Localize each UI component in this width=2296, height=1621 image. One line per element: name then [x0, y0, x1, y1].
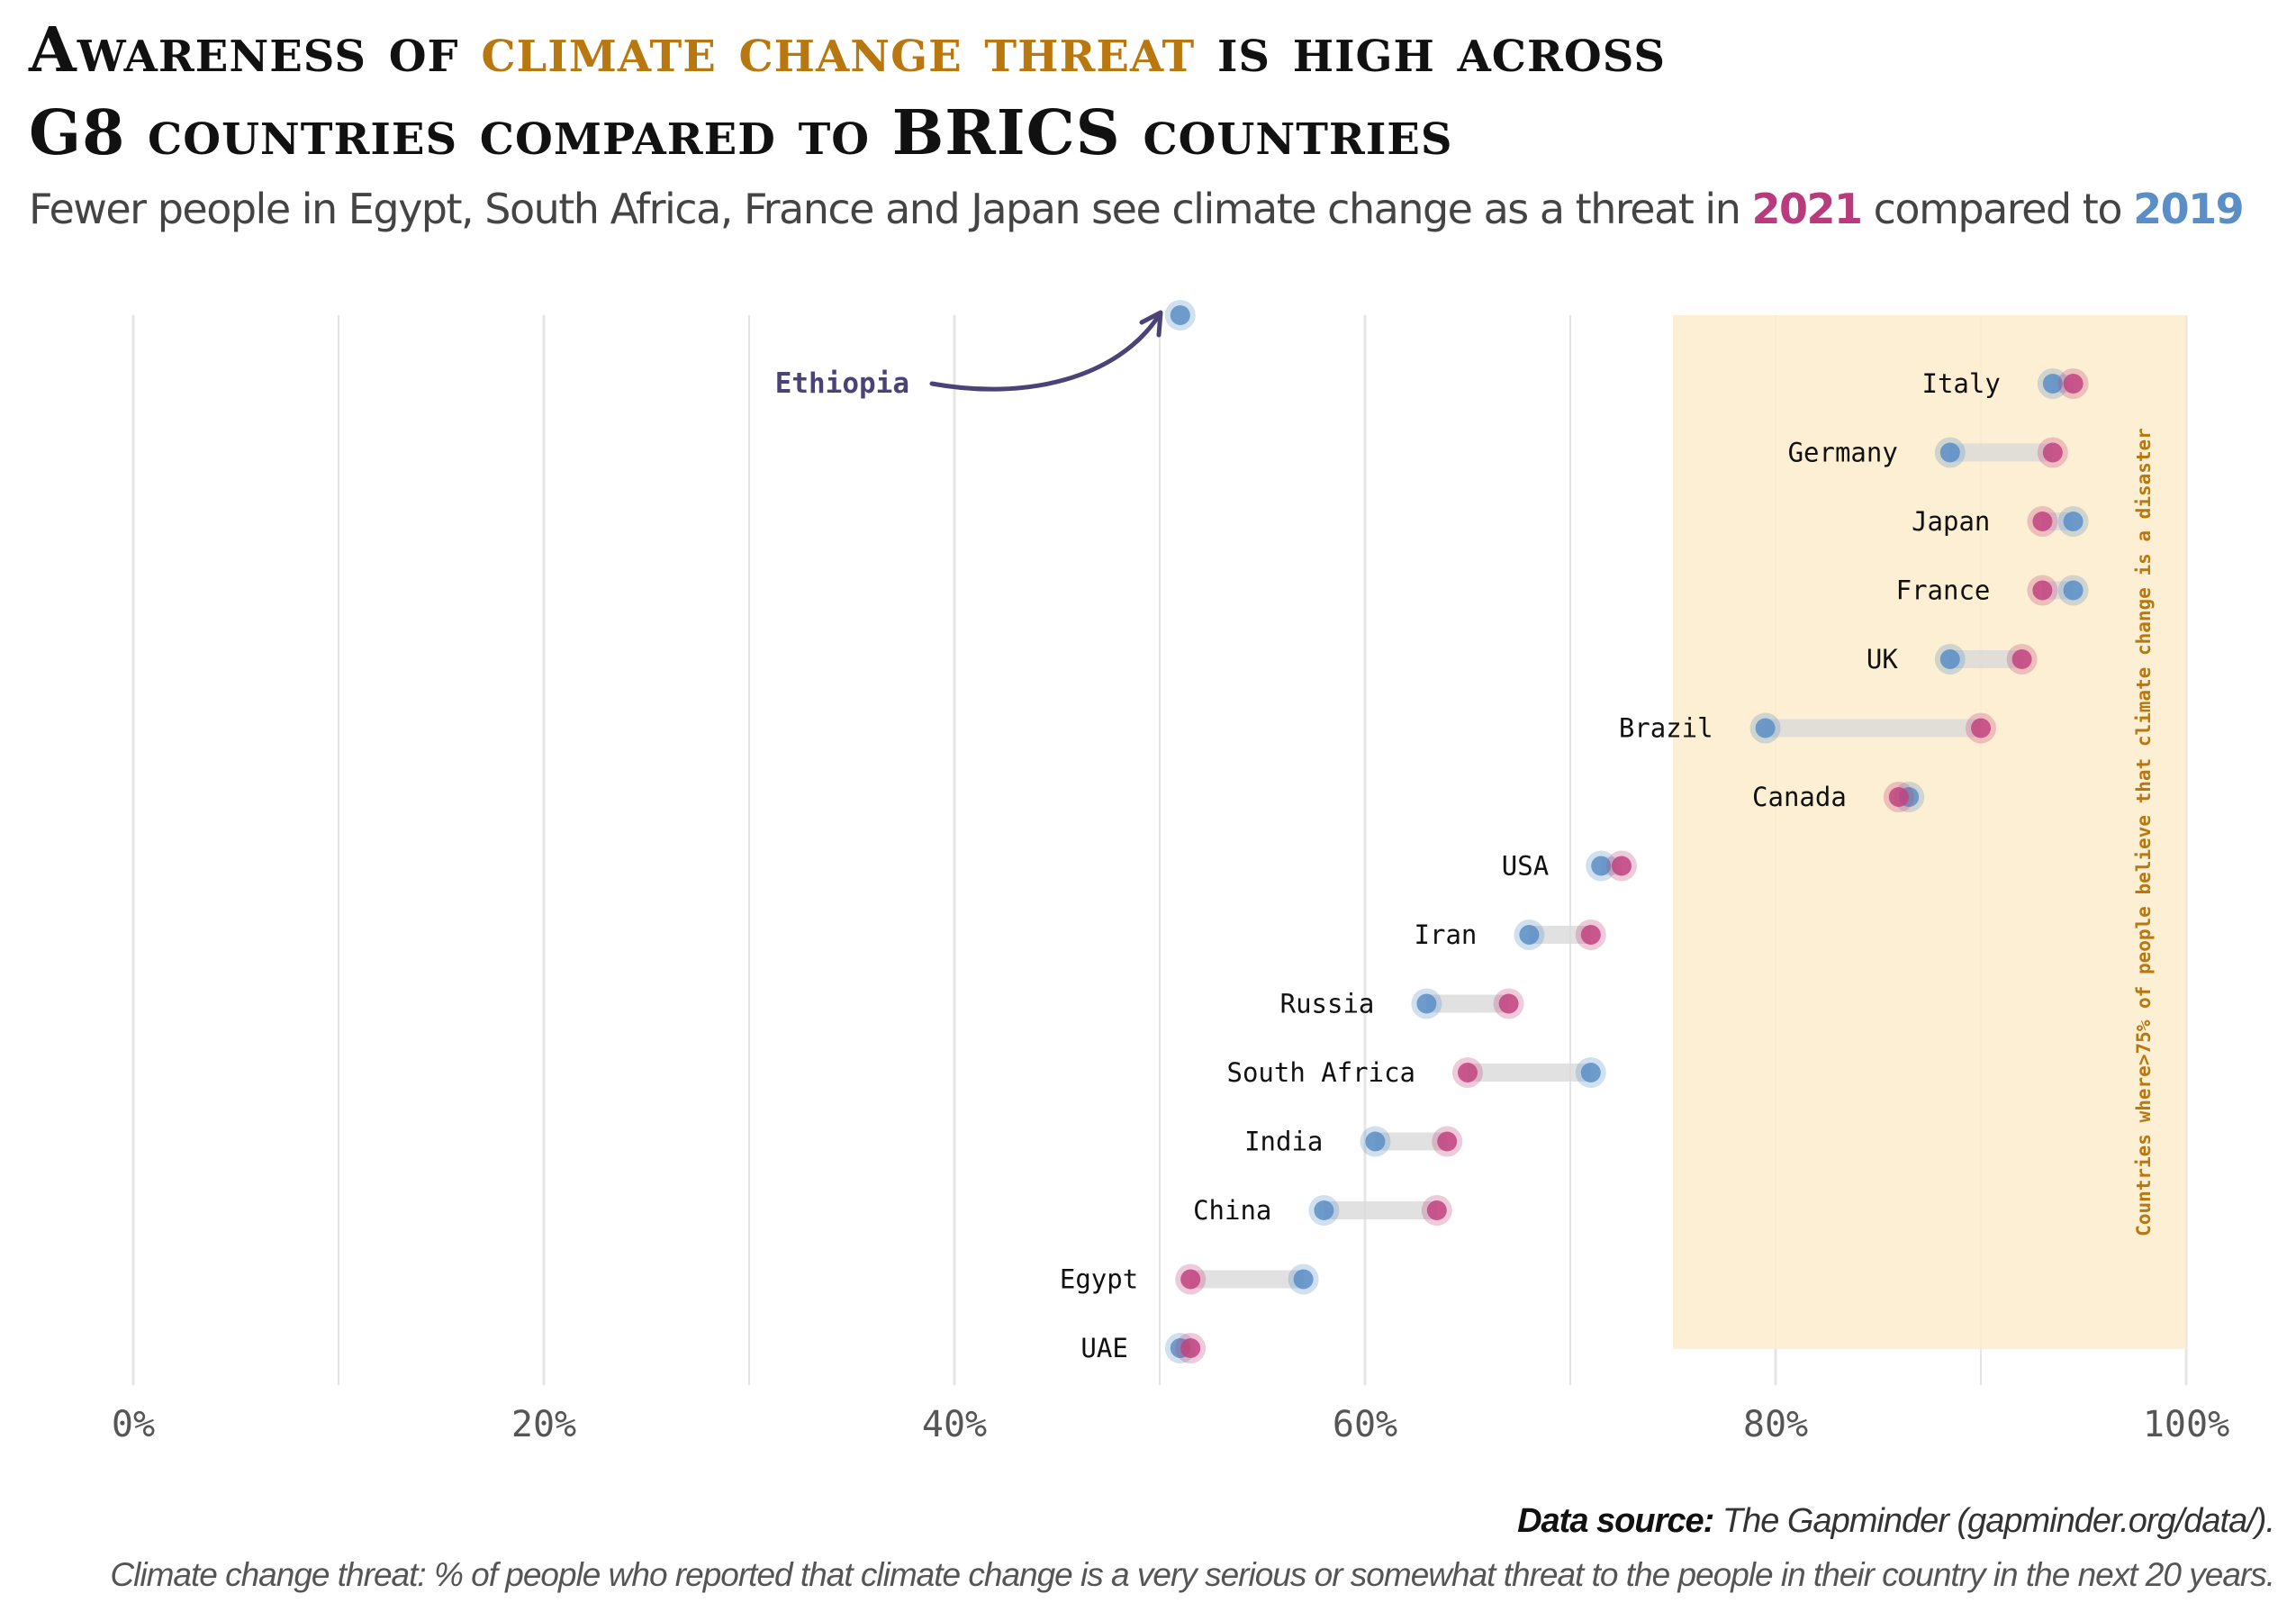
dot-2019-ethiopia	[1170, 305, 1190, 325]
dot-2021	[1180, 1338, 1201, 1358]
dot-2021	[1612, 856, 1632, 876]
x-tick-label: 100%	[2143, 1404, 2229, 1445]
definition-caption: Climate change threat: % of people who r…	[110, 1556, 2275, 1593]
text-layer: Countries where>75% of people believe th…	[112, 367, 2229, 1445]
country-label: USA	[1502, 851, 1549, 882]
subtitle-prefix: Fewer people in Egypt, South Africa, Fra…	[29, 185, 1741, 233]
dot-2019	[2063, 512, 2084, 531]
dot-2021	[2011, 649, 2032, 669]
title-line2: G8 countries compared to BRICS countries	[29, 97, 1453, 169]
dot-2021	[2032, 580, 2053, 601]
ethiopia-arrow	[929, 314, 1161, 392]
dot-2019	[1314, 1200, 1334, 1220]
x-tick-label: 40%	[922, 1404, 987, 1445]
country-label: Iran	[1415, 919, 1478, 950]
dot-2021	[1971, 718, 1991, 738]
ethiopia-label: Ethiopia	[775, 367, 909, 400]
dot-2019	[1293, 1269, 1314, 1290]
dot-2021	[2063, 374, 2084, 394]
chart-title: Awareness of climate change threat is hi…	[29, 9, 2262, 175]
dot-2021	[1888, 787, 1909, 807]
dot-2021	[1426, 1200, 1447, 1220]
country-label: France	[1896, 575, 1991, 606]
dot-2019	[1519, 925, 1540, 945]
x-tick-label: 60%	[1333, 1404, 1397, 1445]
dot-2019	[2042, 374, 2063, 394]
dot-2019	[1939, 649, 1960, 669]
dot-2021	[1458, 1063, 1478, 1082]
dot-2019	[1365, 1131, 1386, 1152]
data-source-caption: Data source: The Gapminder (gapminder.or…	[1517, 1502, 2275, 1541]
title-line1-suffix: is high across	[1216, 14, 1666, 86]
dot-2021	[1437, 1131, 1458, 1152]
country-label: Japan	[1912, 506, 1990, 537]
subtitle-year-2021: 2021	[1751, 185, 1863, 233]
source-label: Data source:	[1517, 1502, 1714, 1540]
country-label: Italy	[1921, 368, 2000, 399]
dot-2021	[1498, 993, 1519, 1014]
title-highlight: climate change threat	[481, 14, 1196, 86]
dot-2019	[1939, 442, 1960, 463]
ethiopia-arrowhead	[1139, 310, 1163, 338]
dumbbell-chart: Countries where>75% of people believe th…	[112, 300, 2229, 1445]
x-tick-label: 0%	[112, 1404, 155, 1445]
highlight-band	[1673, 315, 2186, 1349]
chart-subtitle: Fewer people in Egypt, South Africa, Fra…	[29, 185, 2280, 233]
country-label: Brazil	[1619, 713, 1713, 744]
subtitle-year-2019: 2019	[2133, 185, 2245, 233]
country-label: Canada	[1752, 782, 1847, 812]
country-label: Egypt	[1060, 1264, 1138, 1295]
x-tick-label: 20%	[511, 1404, 576, 1445]
dot-2019	[1755, 718, 1776, 738]
dot-2019	[1416, 993, 1437, 1014]
country-label: South Africa	[1226, 1057, 1415, 1088]
dot-2021	[1580, 925, 1601, 945]
country-label: UK	[1867, 644, 1898, 675]
dot-2019	[2063, 580, 2084, 601]
country-label: Germany	[1788, 438, 1898, 468]
marks-layer	[929, 300, 2089, 1363]
band-layer	[1673, 315, 2186, 1349]
band-label: Countries where>75% of people believe th…	[2133, 428, 2155, 1236]
country-label: China	[1193, 1195, 1271, 1226]
country-label: UAE	[1080, 1333, 1127, 1363]
dot-2019	[1591, 856, 1612, 876]
dot-2021	[2042, 442, 2063, 463]
dot-2021	[1180, 1269, 1201, 1290]
country-label: India	[1244, 1127, 1323, 1157]
title-line1-prefix: Awareness of	[29, 14, 459, 86]
x-tick-label: 80%	[1743, 1404, 1808, 1445]
country-label: Russia	[1280, 989, 1375, 1019]
dot-2019	[1580, 1063, 1601, 1082]
dot-2021	[2032, 512, 2053, 531]
source-text: The Gapminder (gapminder.org/data/).	[1722, 1502, 2275, 1540]
subtitle-middle: compared to	[1873, 185, 2123, 233]
